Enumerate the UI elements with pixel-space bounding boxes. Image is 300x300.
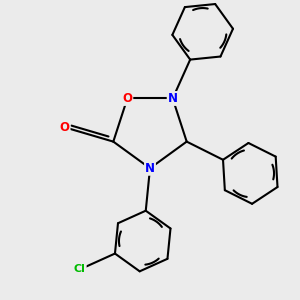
Text: N: N [145, 162, 155, 175]
Text: Cl: Cl [74, 264, 86, 274]
Text: O: O [60, 121, 70, 134]
Text: N: N [168, 92, 178, 105]
Text: O: O [122, 92, 132, 105]
